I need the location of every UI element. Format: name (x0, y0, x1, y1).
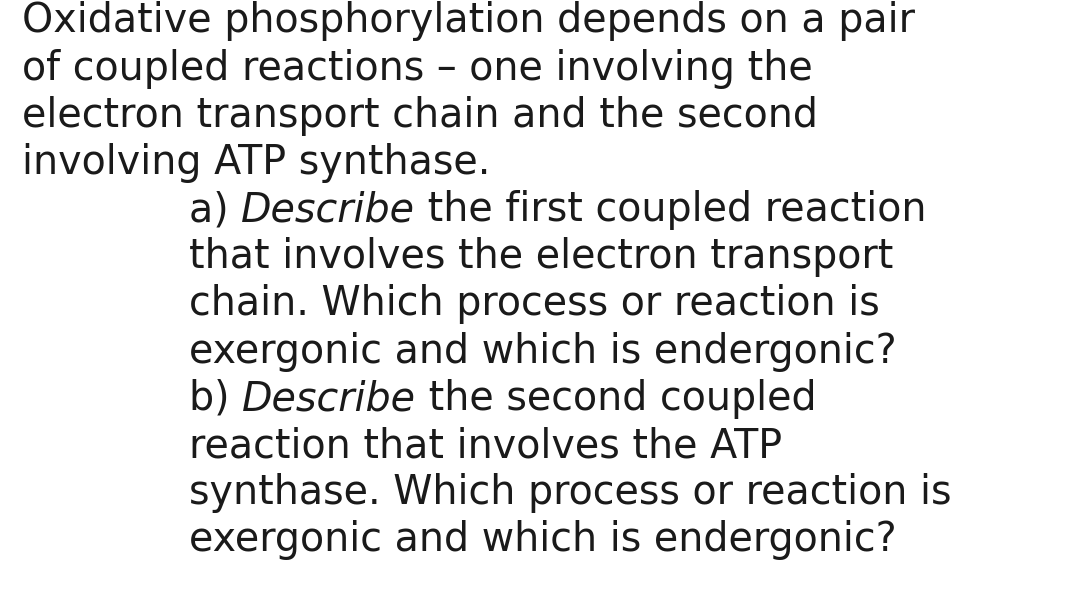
Text: chain. Which process or reaction is: chain. Which process or reaction is (189, 284, 879, 325)
Text: involving ATP synthase.: involving ATP synthase. (22, 143, 490, 183)
Text: exergonic and which is endergonic?: exergonic and which is endergonic? (189, 332, 897, 371)
Text: exergonic and which is endergonic?: exergonic and which is endergonic? (189, 521, 897, 560)
Text: the first coupled reaction: the first coupled reaction (415, 190, 927, 230)
Text: synthase. Which process or reaction is: synthase. Which process or reaction is (189, 473, 952, 513)
Text: of coupled reactions – one involving the: of coupled reactions – one involving the (22, 49, 812, 88)
Text: Describe: Describe (242, 379, 415, 418)
Text: a): a) (189, 190, 241, 230)
Text: b): b) (189, 379, 242, 419)
Text: the second coupled: the second coupled (415, 379, 817, 419)
Text: that involves the electron transport: that involves the electron transport (189, 238, 893, 277)
Text: Oxidative phosphorylation depends on a pair: Oxidative phosphorylation depends on a p… (22, 1, 915, 41)
Text: reaction that involves the ATP: reaction that involves the ATP (189, 426, 782, 466)
Text: Describe: Describe (241, 191, 415, 230)
Text: electron transport chain and the second: electron transport chain and the second (22, 96, 818, 136)
